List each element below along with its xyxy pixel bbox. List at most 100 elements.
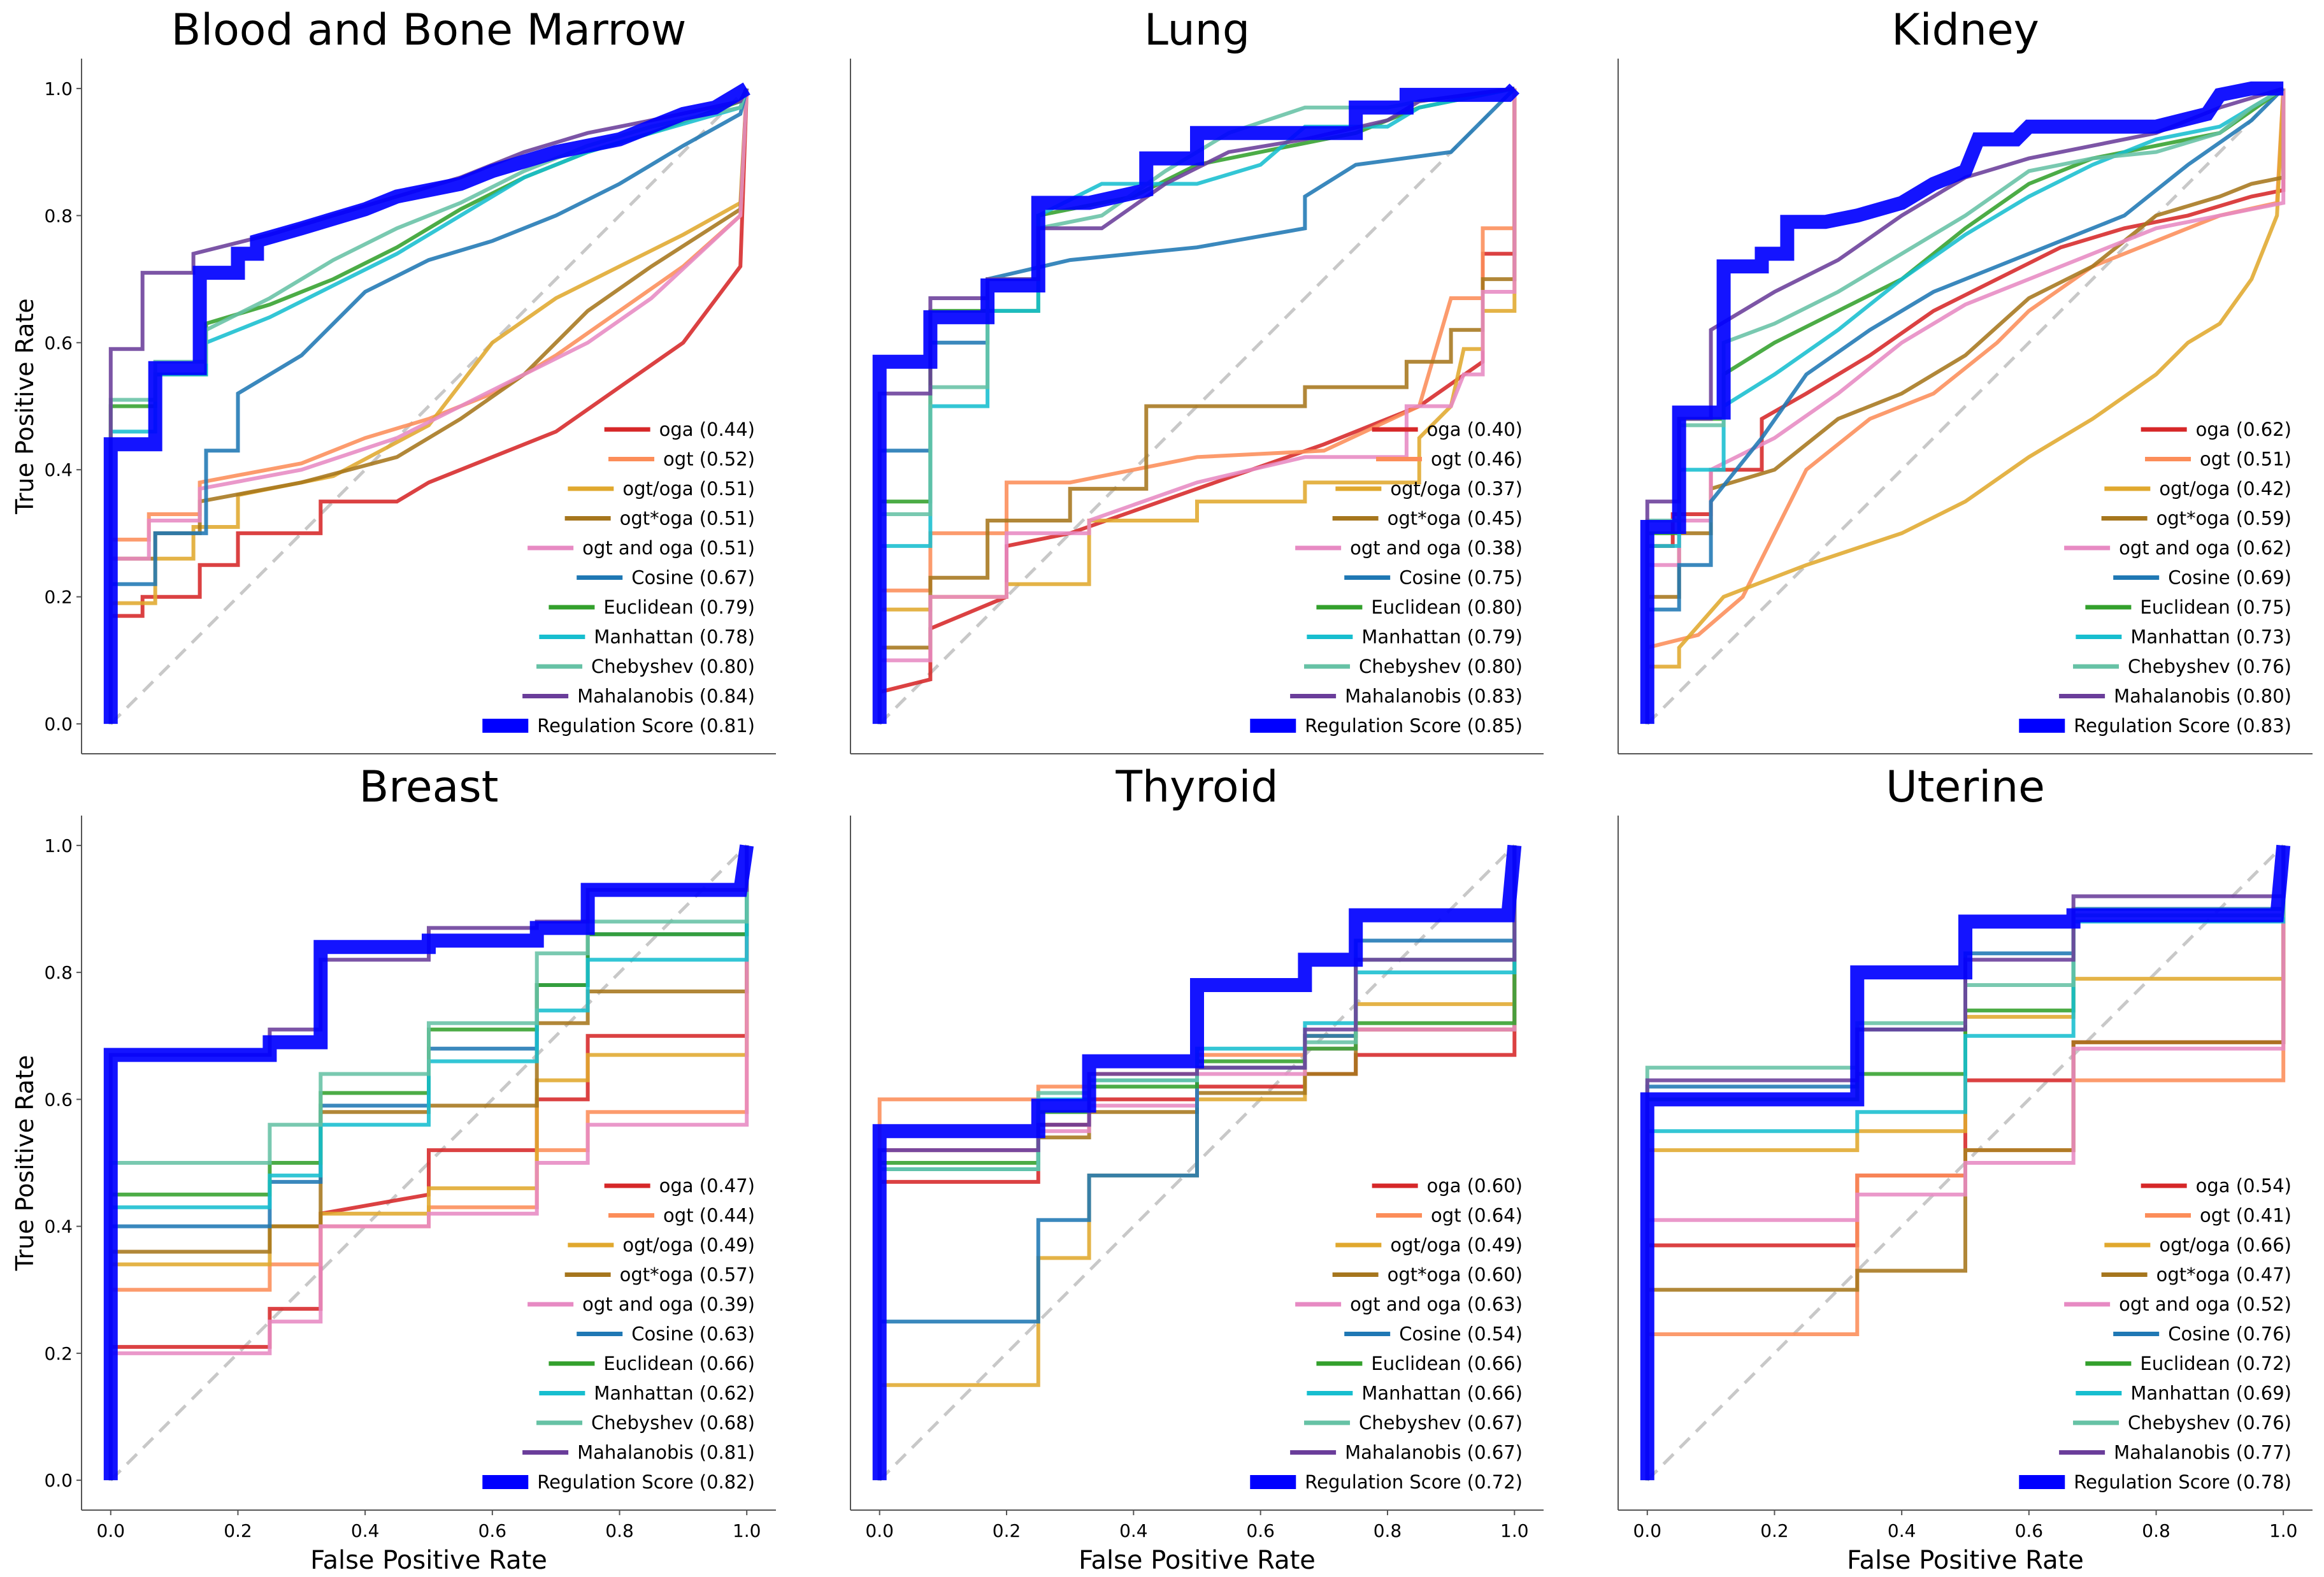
legend-label: Cosine (0.63) bbox=[631, 1323, 755, 1345]
y-axis-label: True Positive Rate bbox=[11, 298, 39, 515]
x-tick-label: 0.6 bbox=[2015, 1520, 2044, 1541]
legend-label: Regulation Score (0.82) bbox=[537, 1471, 755, 1493]
chart-title: Thyroid bbox=[1115, 762, 1279, 812]
series-line-ogt-and-oga bbox=[1645, 845, 2286, 1481]
legend-label: ogt*oga (0.59) bbox=[2156, 508, 2292, 529]
y-tick-label: 0.2 bbox=[44, 1343, 73, 1364]
x-axis-label: False Positive Rate bbox=[310, 1546, 547, 1575]
legend-label: Manhattan (0.73) bbox=[2130, 626, 2292, 648]
y-tick-label: 0.8 bbox=[44, 205, 73, 226]
x-tick-label: 0.0 bbox=[97, 1520, 126, 1541]
series-line-ogt-and-oga bbox=[108, 88, 749, 724]
legend-label: ogt/oga (0.42) bbox=[2159, 478, 2292, 500]
legend-label: Cosine (0.75) bbox=[1399, 567, 1523, 589]
legend-label: ogt and oga (0.52) bbox=[2119, 1293, 2292, 1315]
chart-panel-kidney: Kidney oga (0.62) ogt (0.51) ogt/oga (0.42)… bbox=[1617, 5, 2313, 754]
legend-label: Euclidean (0.72) bbox=[2140, 1353, 2292, 1374]
series-line-manhattan bbox=[108, 845, 749, 1481]
legend-label: ogt*oga (0.45) bbox=[1388, 508, 1523, 529]
series-line-ogt-oga bbox=[108, 845, 749, 1481]
legend-label: oga (0.44) bbox=[659, 419, 755, 440]
x-tick-label: 0.8 bbox=[605, 1520, 634, 1541]
series-line-oga bbox=[108, 88, 749, 724]
legend-label: Euclidean (0.66) bbox=[603, 1353, 755, 1374]
y-tick-label: 0.4 bbox=[44, 459, 73, 480]
x-tick-label: 0.6 bbox=[478, 1520, 507, 1541]
legend-label: Mahalanobis (0.77) bbox=[2114, 1442, 2292, 1464]
legend-label: Manhattan (0.69) bbox=[2130, 1383, 2292, 1404]
y-axis-label: True Positive Rate bbox=[11, 1055, 39, 1272]
series-line-ogt-and-oga bbox=[108, 845, 749, 1481]
legend-label: Chebyshev (0.68) bbox=[591, 1412, 755, 1434]
legend-label: ogt and oga (0.39) bbox=[582, 1293, 755, 1315]
legend-label: Cosine (0.69) bbox=[2168, 567, 2292, 589]
x-tick-label: 0.6 bbox=[1246, 1520, 1275, 1541]
legend-label: ogt and oga (0.51) bbox=[582, 537, 755, 559]
x-tick-label: 0.2 bbox=[1760, 1520, 1789, 1541]
y-tick-label: 0.6 bbox=[44, 1089, 73, 1110]
legend-label: oga (0.62) bbox=[2196, 419, 2292, 440]
legend-label: Manhattan (0.62) bbox=[594, 1383, 755, 1404]
series-line-regulation-score bbox=[103, 844, 754, 1481]
legend-label: ogt (0.52) bbox=[663, 449, 755, 470]
legend-label: ogt*oga (0.60) bbox=[1388, 1264, 1523, 1286]
x-tick-label: 0.2 bbox=[224, 1520, 252, 1541]
chance-diagonal-line bbox=[110, 87, 748, 725]
chart-title: Breast bbox=[359, 762, 499, 812]
legend-label: Chebyshev (0.67) bbox=[1359, 1412, 1523, 1434]
series-line-ogt-oga bbox=[1645, 845, 2286, 1481]
legend-label: ogt/oga (0.49) bbox=[622, 1234, 755, 1256]
legend-label: Regulation Score (0.83) bbox=[2074, 715, 2292, 737]
legend-label: oga (0.60) bbox=[1427, 1175, 1523, 1197]
y-tick-label: 0.6 bbox=[44, 333, 73, 354]
legend-label: ogt and oga (0.63) bbox=[1350, 1293, 1523, 1315]
chart-title: Blood and Bone Marrow bbox=[171, 5, 687, 55]
x-tick-label: 0.0 bbox=[865, 1520, 894, 1541]
x-axis-label: False Positive Rate bbox=[1847, 1546, 2084, 1575]
x-tick-label: 0.0 bbox=[1633, 1520, 1662, 1541]
chart-title: Kidney bbox=[1891, 5, 2039, 55]
x-tick-label: 0.8 bbox=[2142, 1520, 2170, 1541]
x-tick-label: 0.4 bbox=[1888, 1520, 1916, 1541]
x-tick-label: 0.4 bbox=[1119, 1520, 1148, 1541]
legend-label: Euclidean (0.80) bbox=[1371, 596, 1523, 618]
legend-label: Regulation Score (0.85) bbox=[1305, 715, 1523, 737]
x-tick-label: 0.2 bbox=[993, 1520, 1021, 1541]
series-line-ogt-oga bbox=[877, 88, 1517, 724]
legend-label: Euclidean (0.79) bbox=[603, 596, 755, 618]
chart-title: Lung bbox=[1144, 5, 1250, 55]
legend-label: Regulation Score (0.72) bbox=[1305, 1471, 1523, 1493]
legend-label: Mahalanobis (0.81) bbox=[577, 1442, 755, 1464]
legend-label: ogt (0.41) bbox=[2200, 1205, 2292, 1227]
x-tick-label: 1.0 bbox=[1500, 1520, 1529, 1541]
legend-label: ogt (0.44) bbox=[663, 1205, 755, 1227]
series-line-cosine bbox=[108, 88, 749, 724]
legend-label: oga (0.47) bbox=[659, 1175, 755, 1197]
legend-label: Cosine (0.54) bbox=[1399, 1323, 1523, 1345]
y-tick-label: 0.8 bbox=[44, 962, 73, 983]
chart-panel-blood-and-bone-marrow: Blood and Bone Marrow 0.0 0.2 0.4 0.6 0.8 1.0 T… bbox=[11, 5, 776, 754]
legend-label: Chebyshev (0.80) bbox=[591, 656, 755, 677]
legend-label: ogt and oga (0.38) bbox=[1350, 537, 1523, 559]
legend-label: Chebyshev (0.80) bbox=[1359, 656, 1523, 677]
legend-label: oga (0.54) bbox=[2196, 1175, 2292, 1197]
series-line-mahalanobis bbox=[1645, 845, 2286, 1481]
legend-label: oga (0.40) bbox=[1427, 419, 1523, 440]
series-line-regulation-score bbox=[103, 82, 750, 724]
legend-label: Euclidean (0.75) bbox=[2140, 596, 2292, 618]
legend-label: ogt/oga (0.51) bbox=[622, 478, 755, 500]
y-tick-label: 0.0 bbox=[44, 714, 73, 735]
series-line-ogt bbox=[1645, 88, 2286, 724]
legend-label: ogt/oga (0.37) bbox=[1390, 478, 1523, 500]
legend-label: Cosine (0.67) bbox=[631, 567, 755, 589]
legend-label: ogt*oga (0.57) bbox=[620, 1264, 755, 1286]
legend-label: ogt (0.64) bbox=[1431, 1205, 1523, 1227]
legend-label: Euclidean (0.66) bbox=[1371, 1353, 1523, 1374]
y-tick-label: 1.0 bbox=[44, 78, 73, 99]
legend-label: ogt and oga (0.62) bbox=[2119, 537, 2292, 559]
series-line-cosine bbox=[1645, 87, 2285, 724]
series-line-ogt bbox=[877, 88, 1517, 724]
chart-panel-thyroid: Thyroid 0.0 0.2 0.4 0.6 0.8 1.0 False Positive … bbox=[850, 762, 1544, 1575]
legend-label: Mahalanobis (0.84) bbox=[577, 686, 755, 707]
